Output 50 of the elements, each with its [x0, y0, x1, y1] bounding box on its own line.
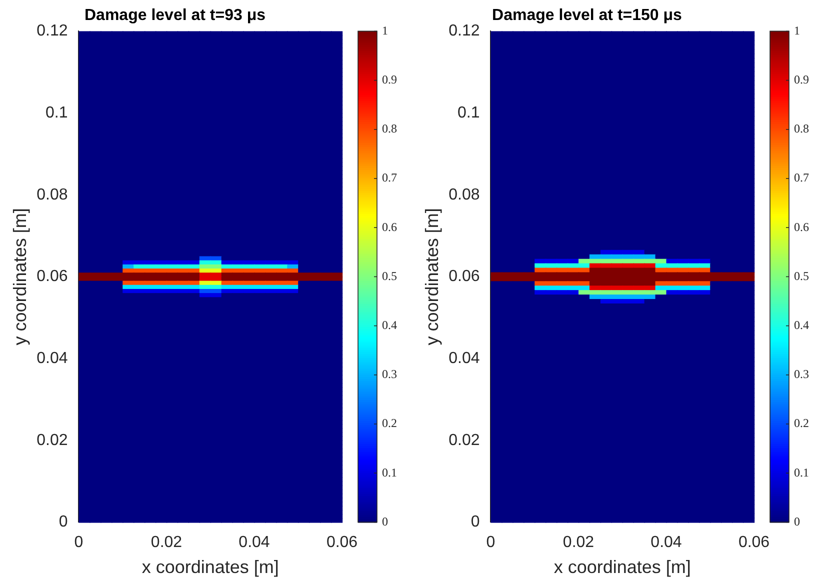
color-bar-label: 0.2 — [794, 416, 809, 430]
color-bar-label: 0.3 — [794, 367, 809, 382]
x-tick-label: 0.06 — [738, 534, 770, 552]
color-bar-label: 0.9 — [794, 72, 809, 86]
color-bar-label: 0.6 — [794, 220, 809, 234]
x-axis-title: x coordinates [m] — [142, 557, 279, 578]
y-axis-title: y coordinates [m] — [422, 208, 442, 346]
color-bar-label: 0.8 — [794, 122, 809, 136]
y-tick-label: 0.02 — [448, 432, 480, 449]
color-bar-label: 0.7 — [382, 170, 397, 185]
y-tick-label: 0.02 — [36, 432, 68, 449]
y-tick-label: 0.04 — [36, 350, 68, 367]
y-tick-label: 0.04 — [448, 350, 480, 367]
y-tick-label: 0.06 — [36, 268, 68, 286]
color-bar-label: 0.5 — [794, 268, 809, 283]
color-bar-label: 0 — [382, 514, 388, 528]
color-bar-label: 0.1 — [794, 465, 809, 480]
color-bar-label: 0.4 — [382, 318, 397, 332]
x-tick-label: 0 — [74, 534, 84, 552]
color-bar-label: 0.9 — [382, 72, 397, 86]
color-bar-label: 0.2 — [382, 416, 397, 430]
x-tick-label: 0.02 — [562, 534, 594, 552]
y-tick-label: 0.06 — [448, 268, 480, 286]
y-tick-label: 0 — [470, 514, 480, 531]
x-axis-title: x coordinates [m] — [554, 557, 691, 578]
color-bar-label: 0 — [794, 514, 800, 528]
y-tick-label: 0.12 — [448, 22, 480, 40]
y-axis-title: y coordinates [m] — [10, 208, 30, 346]
color-bar-label: 1 — [382, 23, 388, 38]
y-tick-label: 0.1 — [457, 104, 480, 122]
color-bar-label: 0.1 — [382, 465, 397, 480]
color-bar-label: 0.4 — [794, 318, 809, 332]
color-bar-label: 0.3 — [382, 367, 397, 382]
x-tick-label: 0.06 — [326, 534, 358, 552]
x-tick-label: 0.02 — [150, 534, 182, 552]
y-tick-label: 0.08 — [36, 186, 68, 204]
color-bar-label: 1 — [794, 23, 800, 38]
x-tick-label: 0.04 — [650, 534, 682, 552]
y-tick-label: 0 — [58, 514, 68, 531]
x-tick-label: 0 — [486, 534, 496, 552]
color-bar-label: 0.5 — [382, 268, 397, 283]
y-tick-label: 0.12 — [36, 22, 68, 40]
color-bar-label: 0.8 — [382, 122, 397, 136]
chart-title: Damage level at t=150 μs — [492, 7, 682, 24]
color-bar-label: 0.6 — [382, 220, 397, 234]
x-tick-label: 0.04 — [238, 534, 270, 552]
y-tick-label: 0.08 — [448, 186, 480, 204]
chart-title: Damage level at t=93 μs — [84, 7, 266, 24]
color-bar-label: 0.7 — [794, 170, 809, 185]
y-tick-label: 0.1 — [45, 104, 68, 122]
